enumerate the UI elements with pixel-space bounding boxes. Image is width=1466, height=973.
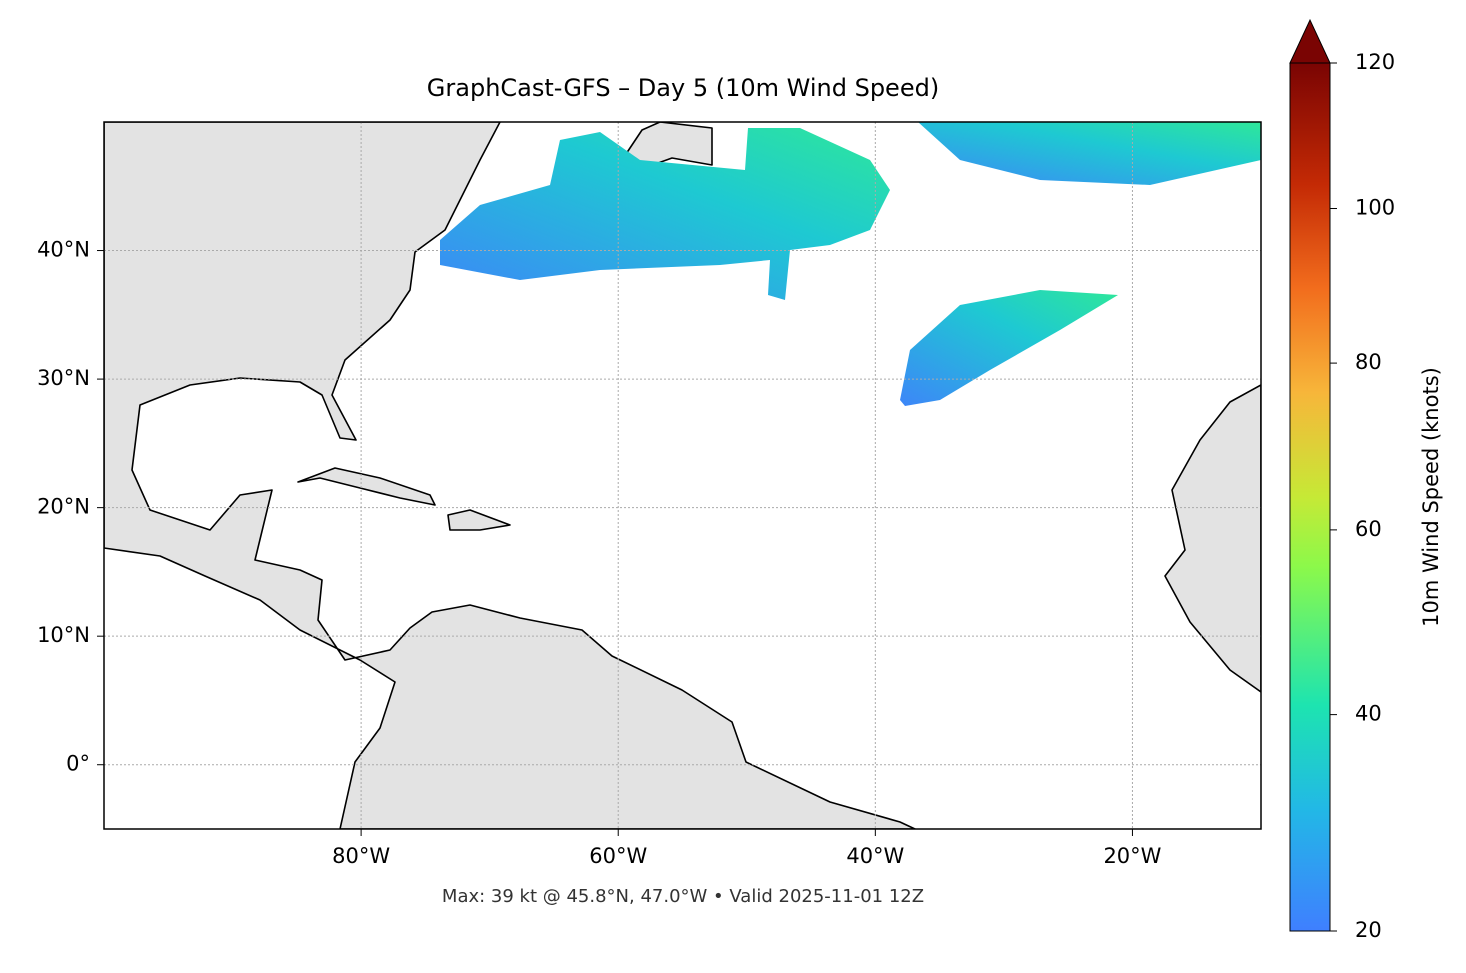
- cuba: [297, 467, 436, 506]
- y-tick-label: 20°N: [37, 495, 90, 519]
- wind-field: [918, 122, 1261, 185]
- map-frame: [103, 121, 1262, 830]
- colorbar-tick-label: 40: [1355, 702, 1382, 726]
- footnote: Max: 39 kt @ 45.8°N, 47.0°W • Valid 2025…: [442, 886, 924, 907]
- y-tick-label: 40°N: [37, 238, 90, 262]
- x-tick-label: 20°W: [1103, 844, 1161, 868]
- wind-field: [900, 290, 1118, 406]
- colorbar-tick-label: 120: [1355, 50, 1395, 74]
- colorbar-tick-label: 100: [1355, 196, 1395, 220]
- africa: [1164, 384, 1261, 693]
- chart-title: GraphCast-GFS – Day 5 (10m Wind Speed): [427, 74, 939, 102]
- americas: [104, 122, 916, 829]
- y-tick-label: 10°N: [37, 623, 90, 647]
- colorbar-tick-label: 80: [1355, 350, 1382, 374]
- colorbar-tick-label: 60: [1355, 517, 1382, 541]
- wind-field: [440, 128, 890, 300]
- x-tick-label: 60°W: [589, 844, 647, 868]
- colorbar-tick-label: 20: [1355, 918, 1382, 942]
- colorbar: [1289, 62, 1331, 932]
- colorbar-extend: [1289, 18, 1331, 64]
- y-tick-label: 30°N: [37, 366, 90, 390]
- x-tick-label: 40°W: [846, 844, 904, 868]
- map: [104, 122, 1261, 829]
- x-tick-label: 80°W: [332, 844, 390, 868]
- hispaniola: [447, 509, 511, 531]
- colorbar-label: 10m Wind Speed (knots): [1419, 367, 1443, 627]
- y-tick-label: 0°: [66, 752, 90, 776]
